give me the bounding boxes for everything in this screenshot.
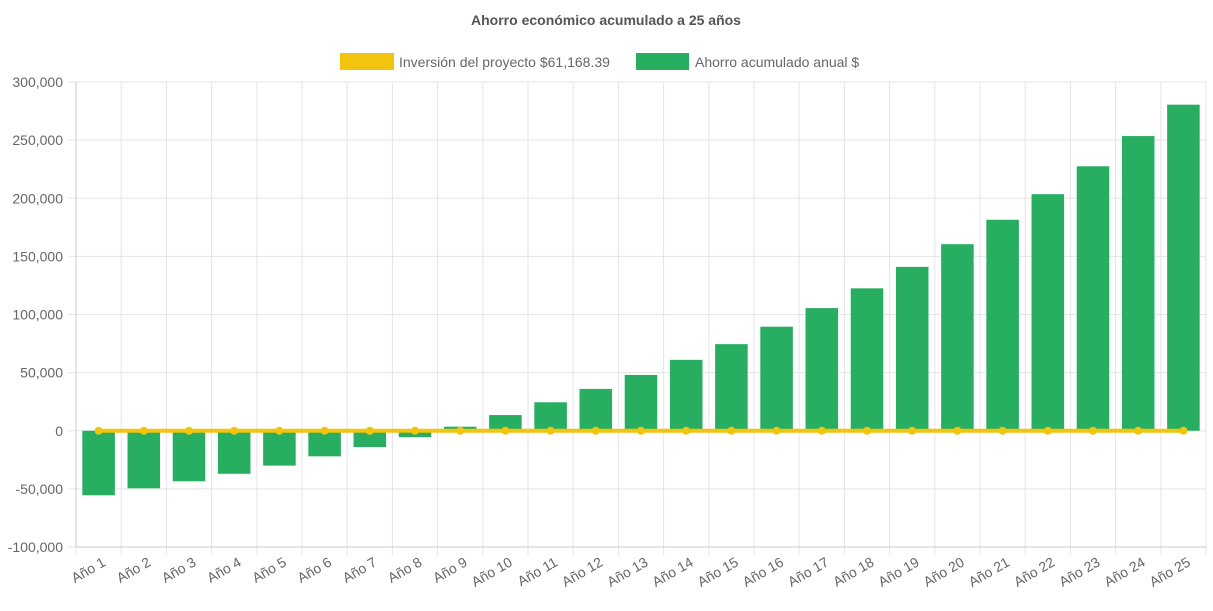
x-gridlines bbox=[75, 82, 1207, 555]
investment-point-19[interactable] bbox=[908, 426, 917, 435]
y-tick-label: 150,000 bbox=[12, 248, 63, 264]
bar-14[interactable] bbox=[669, 359, 703, 431]
bar-3[interactable] bbox=[172, 430, 206, 482]
bar-23[interactable] bbox=[1076, 166, 1110, 431]
x-tick-label: Año 24 bbox=[1101, 554, 1148, 590]
investment-point-15[interactable] bbox=[727, 426, 736, 435]
x-tick-label: Año 16 bbox=[740, 554, 787, 590]
legend-label-ahorro: Ahorro acumulado anual $ bbox=[695, 54, 859, 70]
bar-20[interactable] bbox=[941, 244, 974, 431]
bar-13[interactable] bbox=[624, 374, 658, 431]
investment-point-25[interactable] bbox=[1179, 426, 1188, 435]
x-tick-label: Año 8 bbox=[385, 554, 425, 586]
bar-12[interactable] bbox=[579, 388, 613, 431]
bar-17[interactable] bbox=[805, 308, 839, 431]
investment-point-21[interactable] bbox=[998, 426, 1007, 435]
line-series bbox=[94, 426, 1188, 435]
x-tick-label: Año 18 bbox=[830, 554, 877, 590]
investment-point-14[interactable] bbox=[682, 426, 691, 435]
investment-point-23[interactable] bbox=[1089, 426, 1097, 435]
x-tick-label: Año 20 bbox=[920, 554, 967, 590]
bar-15[interactable] bbox=[715, 344, 748, 431]
bar-1[interactable] bbox=[82, 430, 115, 496]
bar-4[interactable] bbox=[217, 430, 251, 474]
y-axis-ticks: 300,000 250,000 200,000 150,000 100,000 50,00… bbox=[8, 74, 63, 555]
investment-point-17[interactable] bbox=[817, 426, 826, 435]
investment-point-11[interactable] bbox=[546, 426, 555, 435]
investment-point-10[interactable] bbox=[501, 426, 510, 435]
investment-point-22[interactable] bbox=[1043, 426, 1052, 435]
investment-point-6[interactable] bbox=[320, 426, 329, 435]
investment-point-1[interactable] bbox=[94, 426, 103, 435]
bar-24[interactable] bbox=[1121, 136, 1155, 431]
x-tick-label: Año 25 bbox=[1146, 554, 1193, 590]
legend-item-ahorro[interactable]: Ahorro acumulado anual $ bbox=[636, 53, 859, 70]
x-tick-label: Año 12 bbox=[559, 554, 606, 590]
x-tick-label: Año 1 bbox=[68, 554, 108, 586]
investment-point-9[interactable] bbox=[456, 426, 465, 435]
bar-19[interactable] bbox=[895, 266, 929, 431]
y-tick-label: 100,000 bbox=[12, 307, 63, 323]
investment-point-12[interactable] bbox=[591, 426, 600, 435]
legend-label-inversion: Inversión del proyecto $61,168.39 bbox=[399, 54, 610, 70]
x-tick-label: Año 6 bbox=[294, 554, 334, 586]
legend-swatch-inversion bbox=[340, 53, 394, 70]
bar-21[interactable] bbox=[986, 219, 1019, 431]
y-tick-label: -50,000 bbox=[16, 481, 64, 497]
bar-16[interactable] bbox=[760, 326, 793, 431]
bar-18[interactable] bbox=[850, 288, 884, 431]
y-tick-label: 50,000 bbox=[20, 365, 63, 381]
investment-point-8[interactable] bbox=[411, 426, 419, 435]
x-tick-label: Año 10 bbox=[468, 554, 515, 590]
investment-point-16[interactable] bbox=[772, 426, 781, 435]
bar-5[interactable] bbox=[263, 430, 296, 466]
y-tick-label: -100,000 bbox=[8, 539, 63, 555]
x-tick-label: Año 7 bbox=[340, 554, 380, 586]
bar-10[interactable] bbox=[489, 415, 522, 431]
x-tick-label: Año 17 bbox=[785, 554, 832, 590]
y-tick-label: 300,000 bbox=[12, 74, 63, 90]
x-tick-label: Año 22 bbox=[1011, 554, 1058, 590]
x-tick-label: Año 9 bbox=[430, 554, 470, 586]
bar-7[interactable] bbox=[353, 430, 387, 448]
legend-swatch-ahorro bbox=[636, 53, 689, 70]
x-tick-label: Año 13 bbox=[604, 554, 651, 590]
legend: Inversión del proyecto $61,168.39 Ahorro… bbox=[340, 53, 859, 70]
x-tick-label: Año 15 bbox=[694, 554, 741, 590]
bar-6[interactable] bbox=[308, 430, 341, 457]
y-tick-label: 200,000 bbox=[12, 190, 63, 206]
x-tick-label: Año 4 bbox=[204, 554, 244, 586]
x-tick-label: Año 2 bbox=[114, 554, 154, 586]
investment-point-5[interactable] bbox=[275, 426, 284, 435]
investment-point-3[interactable] bbox=[185, 426, 193, 435]
x-tick-label: Año 11 bbox=[515, 554, 561, 590]
investment-point-7[interactable] bbox=[365, 426, 374, 435]
chart-title: Ahorro económico acumulado a 25 años bbox=[471, 12, 741, 28]
y-tick-label: 0 bbox=[55, 423, 63, 439]
x-tick-label: Año 19 bbox=[875, 554, 922, 590]
x-tick-label: Año 23 bbox=[1056, 554, 1103, 590]
investment-point-18[interactable] bbox=[863, 426, 871, 435]
investment-point-13[interactable] bbox=[637, 426, 645, 435]
x-tick-label: Año 5 bbox=[249, 554, 289, 586]
bar-25[interactable] bbox=[1167, 104, 1200, 431]
investment-point-20[interactable] bbox=[953, 426, 962, 435]
bar-2[interactable] bbox=[127, 430, 161, 489]
legend-item-inversion[interactable]: Inversión del proyecto $61,168.39 bbox=[340, 53, 610, 70]
bar-11[interactable] bbox=[534, 402, 567, 431]
x-tick-label: Año 14 bbox=[649, 554, 696, 590]
y-tick-label: 250,000 bbox=[12, 132, 63, 148]
x-tick-label: Año 21 bbox=[966, 554, 1013, 590]
investment-point-4[interactable] bbox=[230, 426, 239, 435]
x-axis-ticks: Año 1 Año 2 Año 3 Año 4 Año 5 Año 6 Año 7 Año 8… bbox=[68, 554, 1193, 590]
bar-22[interactable] bbox=[1031, 194, 1065, 431]
x-tick-label: Año 3 bbox=[159, 554, 199, 586]
bar-series bbox=[82, 104, 1200, 496]
investment-point-2[interactable] bbox=[139, 426, 148, 435]
investment-point-24[interactable] bbox=[1134, 426, 1143, 435]
